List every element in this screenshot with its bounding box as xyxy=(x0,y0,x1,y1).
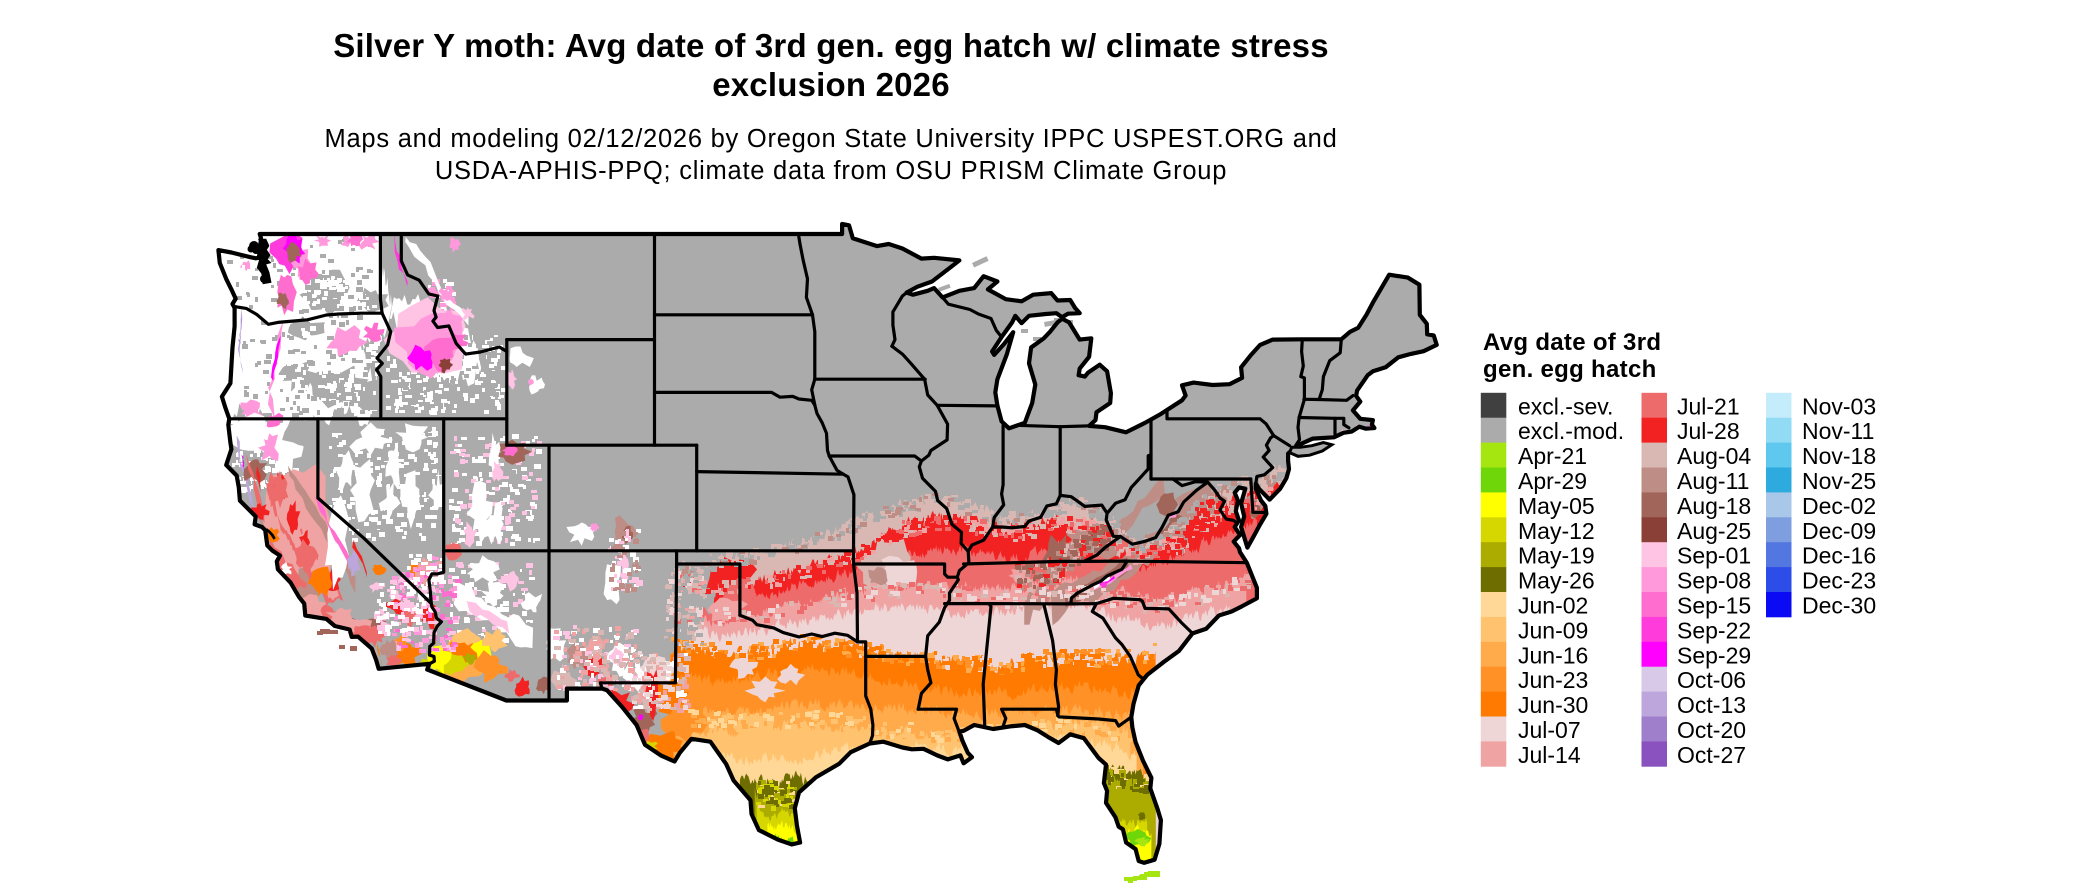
svg-text:Jun-16: Jun-16 xyxy=(1518,642,1588,668)
svg-text:excl.-mod.: excl.-mod. xyxy=(1518,418,1624,444)
svg-text:May-19: May-19 xyxy=(1518,543,1595,569)
svg-text:May-26: May-26 xyxy=(1518,568,1595,594)
svg-text:Dec-23: Dec-23 xyxy=(1802,568,1876,594)
svg-text:Maps and modeling 02/12/2026 b: Maps and modeling 02/12/2026 by Oregon S… xyxy=(325,125,1338,153)
svg-text:Nov-18: Nov-18 xyxy=(1802,443,1876,469)
svg-text:exclusion 2026: exclusion 2026 xyxy=(712,66,950,103)
svg-text:Aug-18: Aug-18 xyxy=(1677,493,1751,519)
svg-text:May-05: May-05 xyxy=(1518,493,1595,519)
svg-text:Avg date of 3rd: Avg date of 3rd xyxy=(1483,329,1661,356)
svg-text:USDA-APHIS-PPQ; climate data f: USDA-APHIS-PPQ; climate data from OSU PR… xyxy=(435,157,1227,185)
svg-text:Nov-11: Nov-11 xyxy=(1802,418,1874,444)
svg-text:Apr-21: Apr-21 xyxy=(1518,443,1587,469)
svg-text:Dec-16: Dec-16 xyxy=(1802,543,1876,569)
svg-text:Sep-08: Sep-08 xyxy=(1677,568,1751,594)
svg-text:Aug-25: Aug-25 xyxy=(1677,518,1751,544)
svg-text:Jul-21: Jul-21 xyxy=(1677,393,1740,419)
svg-text:Jun-30: Jun-30 xyxy=(1518,692,1588,718)
svg-text:Jun-23: Jun-23 xyxy=(1518,667,1588,693)
svg-text:gen. egg hatch: gen. egg hatch xyxy=(1483,356,1657,383)
svg-text:Jul-14: Jul-14 xyxy=(1518,742,1581,768)
svg-text:Sep-29: Sep-29 xyxy=(1677,642,1751,668)
svg-text:Oct-13: Oct-13 xyxy=(1677,692,1746,718)
svg-text:Silver Y moth: Avg date of 3rd: Silver Y moth: Avg date of 3rd gen. egg … xyxy=(333,27,1329,64)
svg-text:May-12: May-12 xyxy=(1518,518,1595,544)
svg-text:excl.-sev.: excl.-sev. xyxy=(1518,393,1613,419)
svg-text:Jul-28: Jul-28 xyxy=(1677,418,1740,444)
svg-text:Oct-20: Oct-20 xyxy=(1677,717,1746,743)
svg-text:Dec-02: Dec-02 xyxy=(1802,493,1876,519)
svg-text:Aug-11: Aug-11 xyxy=(1677,468,1749,494)
svg-text:Sep-01: Sep-01 xyxy=(1677,543,1751,569)
svg-text:Jul-07: Jul-07 xyxy=(1518,717,1581,743)
svg-text:Sep-22: Sep-22 xyxy=(1677,617,1751,643)
svg-text:Nov-25: Nov-25 xyxy=(1802,468,1876,494)
svg-text:Dec-09: Dec-09 xyxy=(1802,518,1876,544)
svg-text:Jun-02: Jun-02 xyxy=(1518,593,1588,619)
svg-text:Dec-30: Dec-30 xyxy=(1802,593,1876,619)
svg-text:Jun-09: Jun-09 xyxy=(1518,617,1588,643)
svg-text:Apr-29: Apr-29 xyxy=(1518,468,1587,494)
svg-text:Oct-27: Oct-27 xyxy=(1677,742,1746,768)
svg-text:Aug-04: Aug-04 xyxy=(1677,443,1751,469)
svg-text:Sep-15: Sep-15 xyxy=(1677,593,1751,619)
svg-text:Oct-06: Oct-06 xyxy=(1677,667,1746,693)
svg-text:Nov-03: Nov-03 xyxy=(1802,393,1876,419)
